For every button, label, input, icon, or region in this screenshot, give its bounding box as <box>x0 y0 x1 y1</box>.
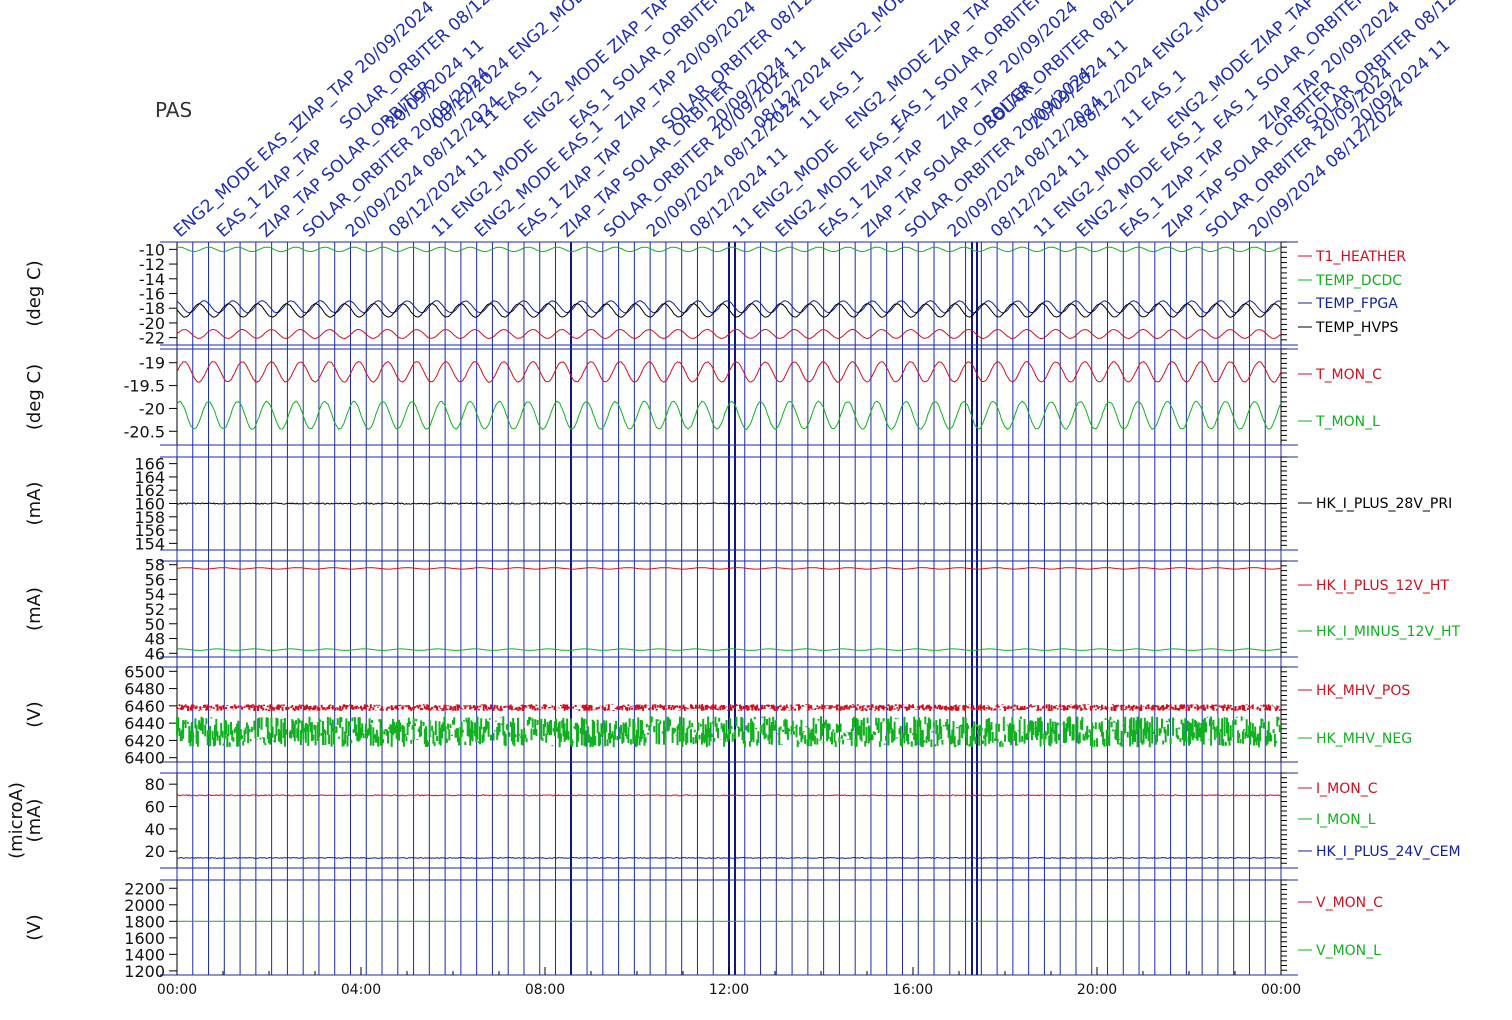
y-tick-label: -12 <box>139 255 165 274</box>
y-tick-label: 6420 <box>124 731 165 750</box>
y-tick-label: 40 <box>145 820 165 839</box>
y-tick-label: 158 <box>134 508 165 527</box>
y-tick-label: 52 <box>145 600 165 619</box>
y-tick-label: 164 <box>134 468 165 487</box>
series-t_mon_c <box>176 360 1282 383</box>
legend-entry: T_MON_C <box>1315 367 1382 383</box>
y-tick-label: -10 <box>139 240 165 259</box>
legend-entry: V_MON_C <box>1316 895 1383 911</box>
y-tick-label: 160 <box>134 495 165 514</box>
y-tick-label: -20 <box>139 399 165 418</box>
series-temp_fpga <box>176 300 1282 314</box>
series-hk_i_minus_12v_ht <box>176 648 1282 651</box>
x-tick-label: 16:00 <box>893 982 933 998</box>
legend-entry: HK_I_MINUS_12V_HT <box>1316 624 1461 640</box>
y-tick-label: 156 <box>134 521 165 540</box>
legend-entry: TEMP_HVPS <box>1315 320 1398 336</box>
legend-entry: HK_I_PLUS_24V_CEM <box>1316 844 1461 860</box>
x-tick-label: 00:00 <box>157 982 197 998</box>
series-i_mon_c <box>176 794 1282 797</box>
y-tick-label: 6480 <box>124 680 165 699</box>
event-lines <box>176 242 1282 975</box>
x-tick-label: 00:00 <box>1261 982 1301 998</box>
series-t_mon_l <box>176 400 1282 431</box>
y-tick-label: -19 <box>139 354 165 373</box>
y-tick-label: 2200 <box>124 879 165 898</box>
series-temp_hvps <box>176 303 1282 318</box>
y-axis-label: (mA) <box>24 482 45 526</box>
y-tick-label: -20 <box>139 314 165 333</box>
panels: -10-12-14-16-18-20-22(deg C)T1_HEATHERTE… <box>6 240 1461 981</box>
y-tick-label: 56 <box>145 570 165 589</box>
y-tick-label: 6500 <box>124 662 165 681</box>
y-tick-label: 50 <box>145 615 165 634</box>
y-tick-label: 166 <box>134 455 165 474</box>
y-tick-label: 6440 <box>124 714 165 733</box>
legend-entry: I_MON_C <box>1316 781 1378 797</box>
y-tick-label: -18 <box>139 299 165 318</box>
series-hk_mhv_pos <box>176 704 1281 711</box>
y-tick-label: 1200 <box>124 962 165 981</box>
y-tick-label: -16 <box>139 285 165 304</box>
y-tick-label: 60 <box>145 798 165 817</box>
series-temp_dcdc <box>176 246 1282 253</box>
y-axis-label: (deg C) <box>24 364 45 430</box>
y-tick-label: 54 <box>145 585 165 604</box>
y-axis-label-secondary: (microA) <box>6 782 27 859</box>
y-tick-label: -14 <box>139 270 165 289</box>
y-tick-label: 1400 <box>124 945 165 964</box>
x-tick-label: 20:00 <box>1077 982 1117 998</box>
panel-1: -10-12-14-16-18-20-22 (deg C) T1_HEATHER TE… <box>24 240 1406 347</box>
y-tick-label: -22 <box>139 329 165 348</box>
legend-entry: TEMP_FPGA <box>1315 296 1398 312</box>
chart-title: PAS <box>155 98 192 122</box>
legend-entry: T_MON_L <box>1315 414 1380 430</box>
y-tick-label: 46 <box>145 644 165 663</box>
legend-entry: TEMP_DCDC <box>1315 273 1402 289</box>
y-tick-label: 58 <box>145 556 165 575</box>
y-tick-label: 2000 <box>124 896 165 915</box>
legend-entry: I_MON_L <box>1316 812 1376 828</box>
y-tick-label: 1600 <box>124 929 165 948</box>
series-hk_i_plus_12v_ht <box>176 567 1282 570</box>
legend-entry: HK_MHV_NEG <box>1316 731 1412 747</box>
y-tick-label: 154 <box>134 534 165 553</box>
x-tick-label: 12:00 <box>709 982 749 998</box>
y-axis-label: (deg C) <box>24 260 45 326</box>
y-axis-label: (mA) <box>24 799 45 843</box>
x-tick-label: 08:00 <box>525 982 565 998</box>
series-t1_heather <box>176 328 1282 340</box>
y-tick-label: 1800 <box>124 912 165 931</box>
legend-entry: HK_I_PLUS_12V_HT <box>1316 578 1449 594</box>
series-hk_i_plus_24v_cem <box>176 856 1282 859</box>
panel-6: 80 60 40 20 (mA)(microA) I_MON_C I_MON_L HK_I_P… <box>6 772 1461 869</box>
legend-entry: HK_MHV_POS <box>1316 683 1410 699</box>
legend-entry: V_MON_L <box>1316 943 1381 959</box>
y-axis-label: (V) <box>24 701 45 727</box>
legend-entry: T1_HEATHER <box>1315 249 1406 265</box>
y-tick-label: 6460 <box>124 697 165 716</box>
y-axis-label: (V) <box>24 914 45 940</box>
y-axis-label: (mA) <box>24 587 45 631</box>
y-tick-label: -19.5 <box>124 377 165 396</box>
x-tick-label: 04:00 <box>341 982 381 998</box>
y-tick-label: 6400 <box>124 749 165 768</box>
y-tick-label: -20.5 <box>124 422 165 441</box>
y-tick-label: 162 <box>134 481 165 500</box>
series-hk_i_plus_28v_pri <box>176 502 1282 505</box>
y-tick-label: 80 <box>145 775 165 794</box>
panel-2: -19 -19.5 -20 -20.5 (deg C) T_MON_C T_MON_L <box>24 348 1382 446</box>
y-tick-label: 20 <box>145 842 165 861</box>
legend-entry: HK_I_PLUS_28V_PRI <box>1316 496 1452 512</box>
y-tick-label: 48 <box>145 630 165 649</box>
x-axis: 00:00 04:00 08:00 12:00 16:00 20:00 00:00 <box>157 967 1301 998</box>
